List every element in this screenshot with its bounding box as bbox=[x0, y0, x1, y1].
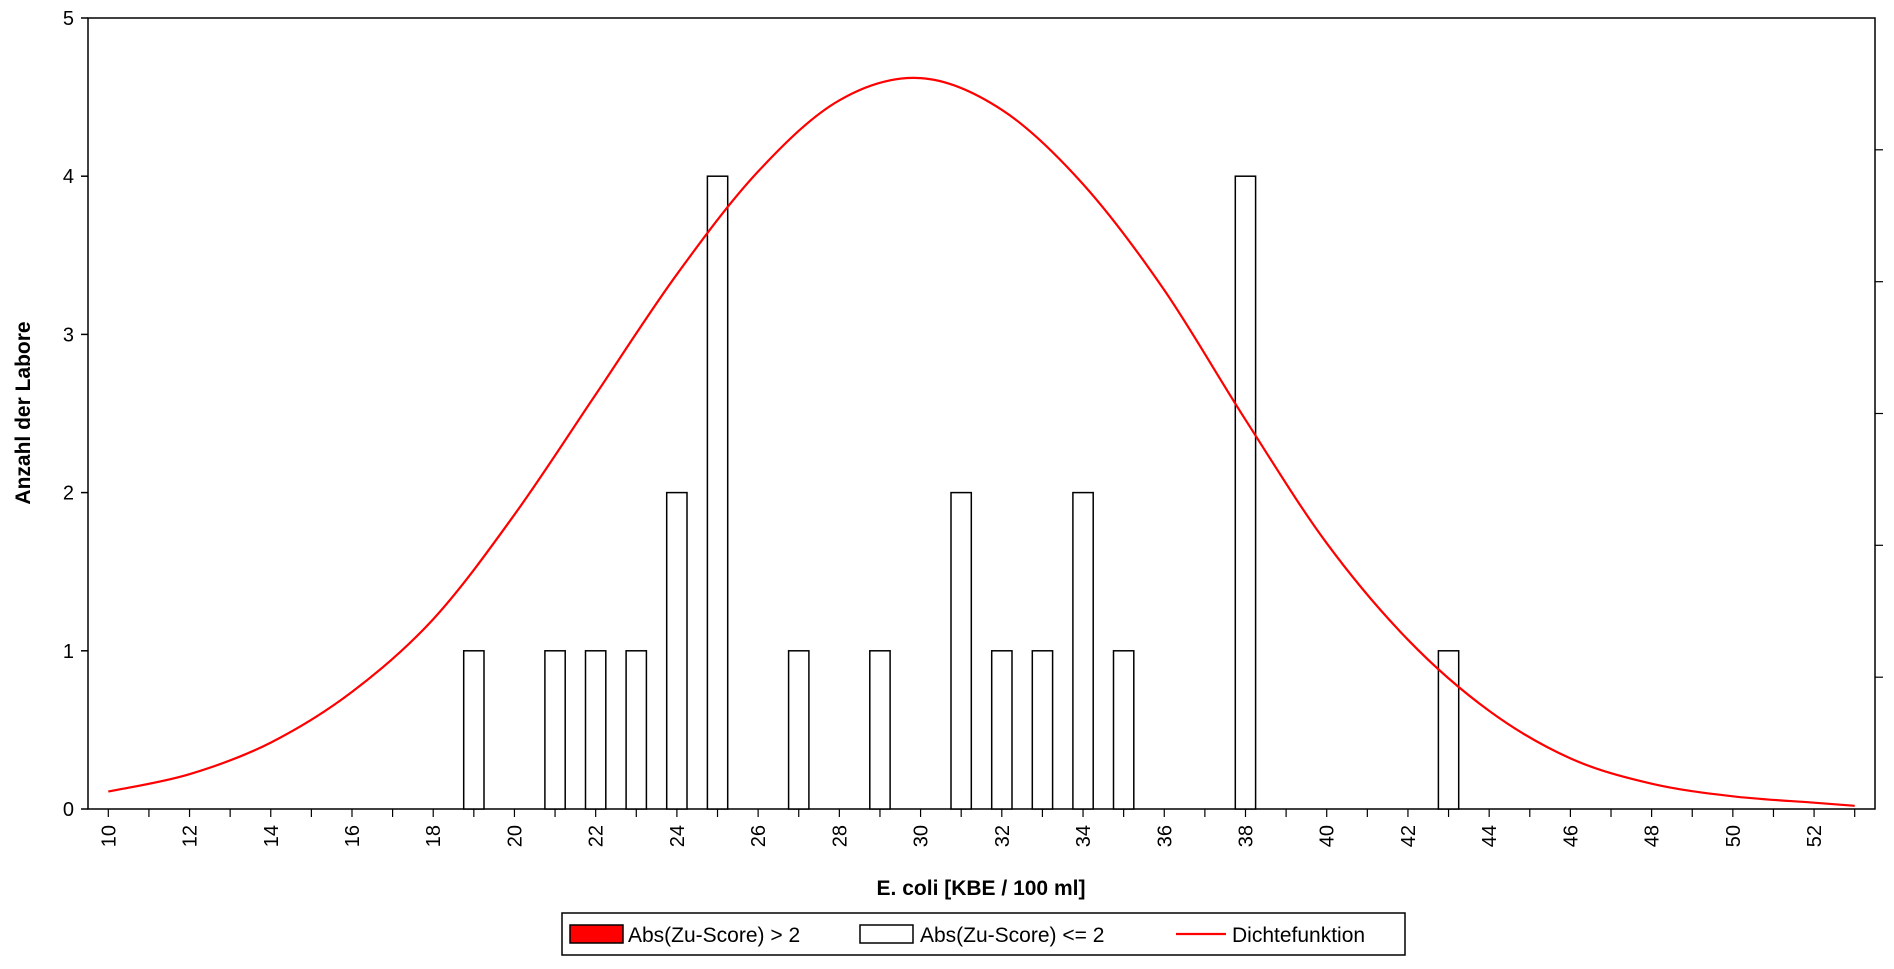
legend-label-outlier: Abs(Zu-Score) > 2 bbox=[628, 924, 800, 947]
bar-1-29 bbox=[869, 650, 891, 810]
y-tick-label-2: 2 bbox=[63, 483, 74, 505]
legend-box bbox=[561, 912, 1406, 956]
x-tick-label-42: 42 bbox=[1398, 825, 1420, 847]
x-tick-label-18: 18 bbox=[423, 825, 445, 847]
x-tick-label-22: 22 bbox=[586, 825, 608, 847]
x-tick-label-48: 48 bbox=[1642, 825, 1664, 847]
x-tick-label-10: 10 bbox=[98, 825, 120, 847]
bar-1-21 bbox=[544, 650, 566, 810]
bar-1-38 bbox=[1234, 175, 1257, 810]
y-tick-label-1: 1 bbox=[63, 641, 74, 663]
legend-label-normal: Abs(Zu-Score) <= 2 bbox=[920, 924, 1104, 947]
plot-area bbox=[87, 17, 1876, 810]
bar-1-27 bbox=[787, 650, 810, 810]
density-line bbox=[108, 76, 1855, 807]
bar-1-43 bbox=[1437, 650, 1460, 810]
x-ticks: 10 12 14 16 18 20 22 24 26 28 30 32 34 36 38 40 42 44 46 48… bbox=[98, 809, 1856, 847]
x-tick-label-46: 46 bbox=[1560, 825, 1582, 847]
x-axis-title: E. coli [KBE / 100 ml] bbox=[877, 877, 1086, 900]
x-tick-label-20: 20 bbox=[504, 825, 526, 847]
bar-1-32 bbox=[990, 650, 1013, 810]
bar-1-24 bbox=[665, 491, 688, 810]
y-ticks: 0 1 2 3 4 5 bbox=[63, 8, 88, 821]
y-tick-label-0: 0 bbox=[63, 799, 74, 821]
x-tick-label-32: 32 bbox=[992, 825, 1014, 847]
bars bbox=[462, 175, 1460, 810]
bar-1-34 bbox=[1072, 491, 1094, 810]
x-tick-label-26: 26 bbox=[748, 825, 770, 847]
x-tick-label-24: 24 bbox=[667, 825, 689, 847]
y-tick-label-4: 4 bbox=[63, 166, 74, 188]
y-axis-title: Anzahl der Labore bbox=[12, 321, 35, 504]
x-tick-label-12: 12 bbox=[180, 825, 202, 847]
x-tick-label-40: 40 bbox=[1317, 825, 1339, 847]
y-tick-label-5: 5 bbox=[63, 8, 74, 30]
bar-1-25 bbox=[706, 175, 729, 810]
bar-1-19 bbox=[462, 650, 485, 810]
bar-1-31 bbox=[950, 491, 973, 810]
legend: Abs(Zu-Score) > 2 Abs(Zu-Score) <= 2 Dic… bbox=[561, 912, 1406, 956]
x-tick-label-30: 30 bbox=[911, 825, 933, 847]
x-tick-label-52: 52 bbox=[1804, 825, 1826, 847]
x-tick-label-28: 28 bbox=[829, 825, 851, 847]
legend-swatch-normal bbox=[859, 924, 914, 944]
bar-1-33 bbox=[1031, 650, 1054, 810]
x-tick-label-44: 44 bbox=[1479, 825, 1501, 847]
x-tick-label-36: 36 bbox=[1154, 825, 1176, 847]
right-axis-ticks bbox=[1875, 149, 1883, 678]
x-tick-label-14: 14 bbox=[261, 825, 283, 847]
legend-label-density: Dichtefunktion bbox=[1232, 924, 1365, 947]
x-tick-label-16: 16 bbox=[342, 825, 364, 847]
bar-1-22 bbox=[584, 650, 607, 810]
bar-1-23 bbox=[625, 650, 648, 810]
x-tick-label-50: 50 bbox=[1723, 825, 1745, 847]
x-tick-label-34: 34 bbox=[1073, 825, 1095, 847]
bar-1-35 bbox=[1112, 650, 1135, 810]
x-tick-label-38: 38 bbox=[1236, 825, 1258, 847]
y-tick-label-3: 3 bbox=[63, 324, 74, 346]
legend-swatch-outlier bbox=[569, 924, 624, 944]
